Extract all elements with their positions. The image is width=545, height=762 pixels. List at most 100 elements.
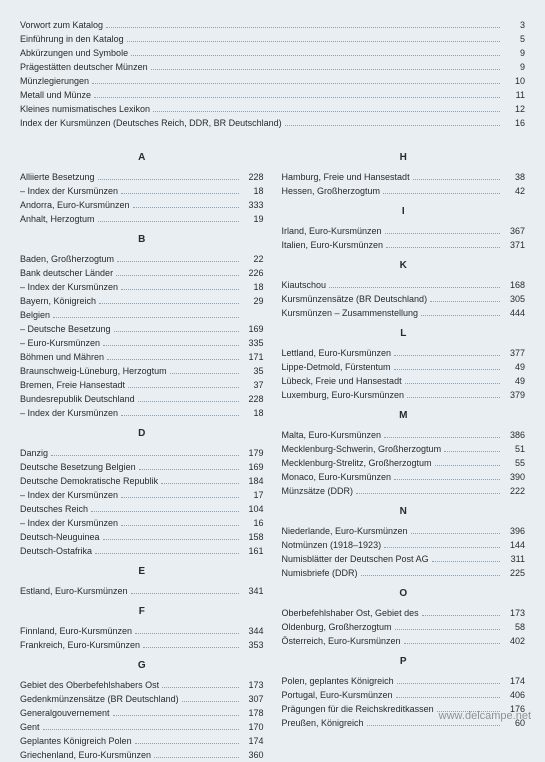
section-heading: P xyxy=(282,656,526,670)
section-heading: H xyxy=(282,152,526,166)
index-label: Kiautschou xyxy=(282,278,327,292)
dot-leader xyxy=(98,173,239,180)
index-row: – Index der Kursmünzen 18 xyxy=(20,184,264,198)
dot-leader xyxy=(411,527,500,534)
dot-leader xyxy=(116,269,238,276)
dot-leader xyxy=(121,519,238,526)
index-label: Oberbefehlshaber Ost, Gebiet des xyxy=(282,606,419,620)
page-number: 169 xyxy=(242,460,264,474)
page-number: 18 xyxy=(242,406,264,420)
index-label: – Euro-Kursmünzen xyxy=(20,336,100,350)
dot-leader xyxy=(121,187,238,194)
index-row: – Index der Kursmünzen17 xyxy=(20,488,264,502)
index-row: Abkürzungen und Symbole9 xyxy=(20,46,525,60)
column-left: AAlliierte Besetzung228– Index der Kursm… xyxy=(20,144,264,762)
index-row: Mecklenburg-Schwerin, Großherzogtum51 xyxy=(282,442,526,456)
dot-leader xyxy=(106,21,500,28)
index-label: Preußen, Königreich xyxy=(282,716,364,730)
front-matter-list: Vorwort zum Katalog3Einführung in den Ka… xyxy=(20,18,525,130)
page-number: 49 xyxy=(503,360,525,374)
page-number: 16 xyxy=(503,116,525,130)
page-number: 386 xyxy=(503,428,525,442)
page-number: 173 xyxy=(242,678,264,692)
index-label: Malta, Euro-Kursmünzen xyxy=(282,428,382,442)
section-heading: F xyxy=(20,606,264,620)
dot-leader xyxy=(383,187,500,194)
dot-leader xyxy=(131,49,500,56)
index-row: Baden, Großherzogtum22 xyxy=(20,252,264,266)
index-label: Deutsche Demokratische Republik xyxy=(20,474,158,488)
index-label: Anhalt, Herzogtum xyxy=(20,212,95,226)
dot-leader xyxy=(53,311,238,318)
index-row: Gedenkmünzensätze (BR Deutschland)307 xyxy=(20,692,264,706)
index-label: – Deutsche Besetzung xyxy=(20,322,111,336)
dot-leader xyxy=(394,363,500,370)
index-row: Belgien xyxy=(20,308,264,322)
index-row: Lettland, Euro-Kursmünzen377 xyxy=(282,346,526,360)
index-row: Lübeck, Freie und Hansestadt49 xyxy=(282,374,526,388)
index-row: Gent170 xyxy=(20,720,264,734)
index-label: Andorra, Euro-Kursmünzen xyxy=(20,198,130,212)
page-number: 12 xyxy=(503,102,525,116)
dot-leader xyxy=(413,173,500,180)
page-number: 360 xyxy=(242,748,264,762)
index-row: Anhalt, Herzogtum 19 xyxy=(20,212,264,226)
page-number: 335 xyxy=(242,336,264,350)
dot-leader xyxy=(121,491,238,498)
index-label: Frankreich, Euro-Kursmünzen xyxy=(20,638,140,652)
index-row: Deutsches Reich104 xyxy=(20,502,264,516)
dot-leader xyxy=(430,295,500,302)
page-number: 42 xyxy=(503,184,525,198)
page-number: 18 xyxy=(242,184,264,198)
dot-leader xyxy=(107,353,238,360)
index-label: Generalgouvernement xyxy=(20,706,110,720)
dot-leader xyxy=(153,105,500,112)
index-row: – Euro-Kursmünzen 335 xyxy=(20,336,264,350)
page-number: 174 xyxy=(503,674,525,688)
dot-leader xyxy=(361,569,500,576)
dot-leader xyxy=(384,541,500,548)
index-label: Irland, Euro-Kursmünzen xyxy=(282,224,382,238)
index-label: Böhmen und Mähren xyxy=(20,350,104,364)
section-heading: G xyxy=(20,660,264,674)
dot-leader xyxy=(51,449,238,456)
index-row: Deutsch-Neuguinea158 xyxy=(20,530,264,544)
page-number: 19 xyxy=(242,212,264,226)
index-label: Portugal, Euro-Kursmünzen xyxy=(282,688,393,702)
index-row: Vorwort zum Katalog3 xyxy=(20,18,525,32)
dot-leader xyxy=(285,119,500,126)
section-heading: B xyxy=(20,234,264,248)
dot-leader xyxy=(385,227,500,234)
index-row: Mecklenburg-Strelitz, Großherzogtum55 xyxy=(282,456,526,470)
dot-leader xyxy=(404,637,500,644)
index-label: Deutsch-Ostafrika xyxy=(20,544,92,558)
index-label: Alliierte Besetzung xyxy=(20,170,95,184)
page-number: 179 xyxy=(242,446,264,460)
section-heading: L xyxy=(282,328,526,342)
index-label: Bayern, Königreich xyxy=(20,294,96,308)
index-label: Bundesrepublik Deutschland xyxy=(20,392,135,406)
dot-leader xyxy=(386,241,500,248)
dot-leader xyxy=(135,737,239,744)
index-row: Numisblätter der Deutschen Post AG311 xyxy=(282,552,526,566)
dot-leader xyxy=(138,395,239,402)
index-label: – Index der Kursmünzen xyxy=(20,184,118,198)
dot-leader xyxy=(356,487,500,494)
dot-leader xyxy=(121,283,238,290)
index-row: Österreich, Euro-Kursmünzen402 xyxy=(282,634,526,648)
page-number: 371 xyxy=(503,238,525,252)
index-label: Notmünzen (1918–1923) xyxy=(282,538,382,552)
index-label: Niederlande, Euro-Kursmünzen xyxy=(282,524,408,538)
index-label: Geplantes Königreich Polen xyxy=(20,734,132,748)
page-number: 169 xyxy=(242,322,264,336)
page-number: 178 xyxy=(242,706,264,720)
index-row: Kursmünzen – Zusammenstellung444 xyxy=(282,306,526,320)
index-row: Kursmünzensätze (BR Deutschland)305 xyxy=(282,292,526,306)
index-row: Bundesrepublik Deutschland228 xyxy=(20,392,264,406)
dot-leader xyxy=(121,409,238,416)
page-number: 158 xyxy=(242,530,264,544)
index-label: Braunschweig-Lüneburg, Herzogtum xyxy=(20,364,167,378)
dot-leader xyxy=(435,459,500,466)
index-label: Deutsches Reich xyxy=(20,502,88,516)
dot-leader xyxy=(405,377,500,384)
